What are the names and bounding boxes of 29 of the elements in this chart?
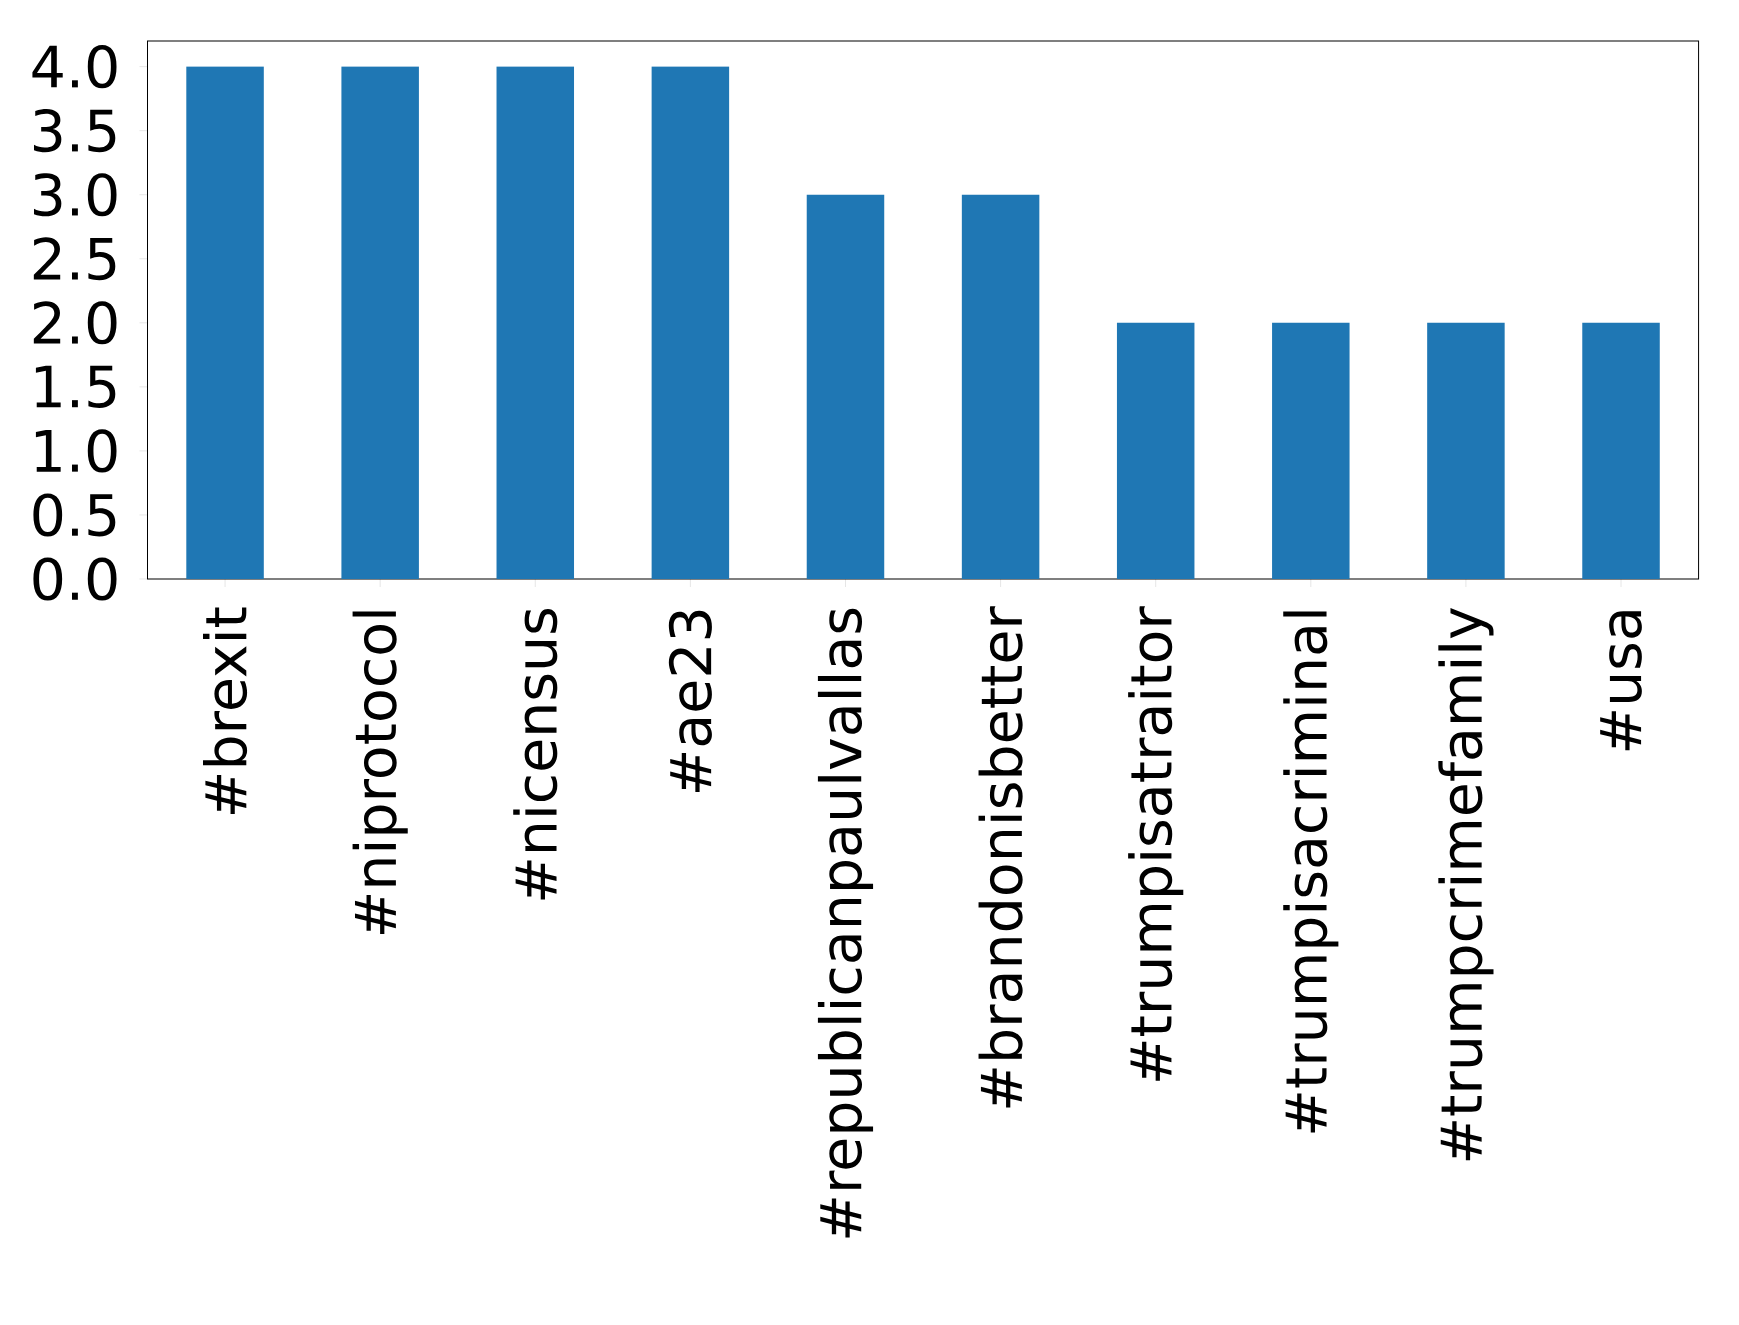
y-tick-label: 4.0 [32,45,117,89]
x-tick-label: #republicanpaulvallas [817,608,874,1238]
x-tick-label: #ae23 [668,610,712,793]
bar [961,194,1040,579]
x-tick-label: #brandonisbetter [978,606,1023,1108]
bar [1116,322,1195,579]
y-tick-label: 3.5 [34,109,116,153]
bar [496,66,575,579]
y-tick-label: 0.5 [33,493,116,537]
x-tick-label: #niprotocol [352,611,408,935]
x-tick-label: #trumpisacriminal [1283,611,1339,1133]
y-tick-label: 1.0 [35,429,117,473]
bar [341,66,419,579]
x-tick-label: #brexit [203,607,248,814]
y-tick-label: 1.5 [35,365,116,409]
bar [651,66,730,579]
x-tick-label: #usa [1600,611,1642,751]
x-tick-label: #nicensus [513,608,558,900]
y-tick-label: 0.0 [33,557,117,601]
x-tick-label: #trumpisatraitor [1128,606,1184,1081]
y-tick-label: 2.5 [33,237,116,281]
x-tick-label: #trumpcrimefamily [1438,607,1494,1161]
y-tick-label: 2.0 [33,301,117,345]
bar [806,194,885,579]
bar [186,66,264,579]
bar [1582,322,1660,579]
y-tick-label: 3.0 [34,173,117,217]
bar [1272,322,1350,579]
bar [1427,322,1505,579]
